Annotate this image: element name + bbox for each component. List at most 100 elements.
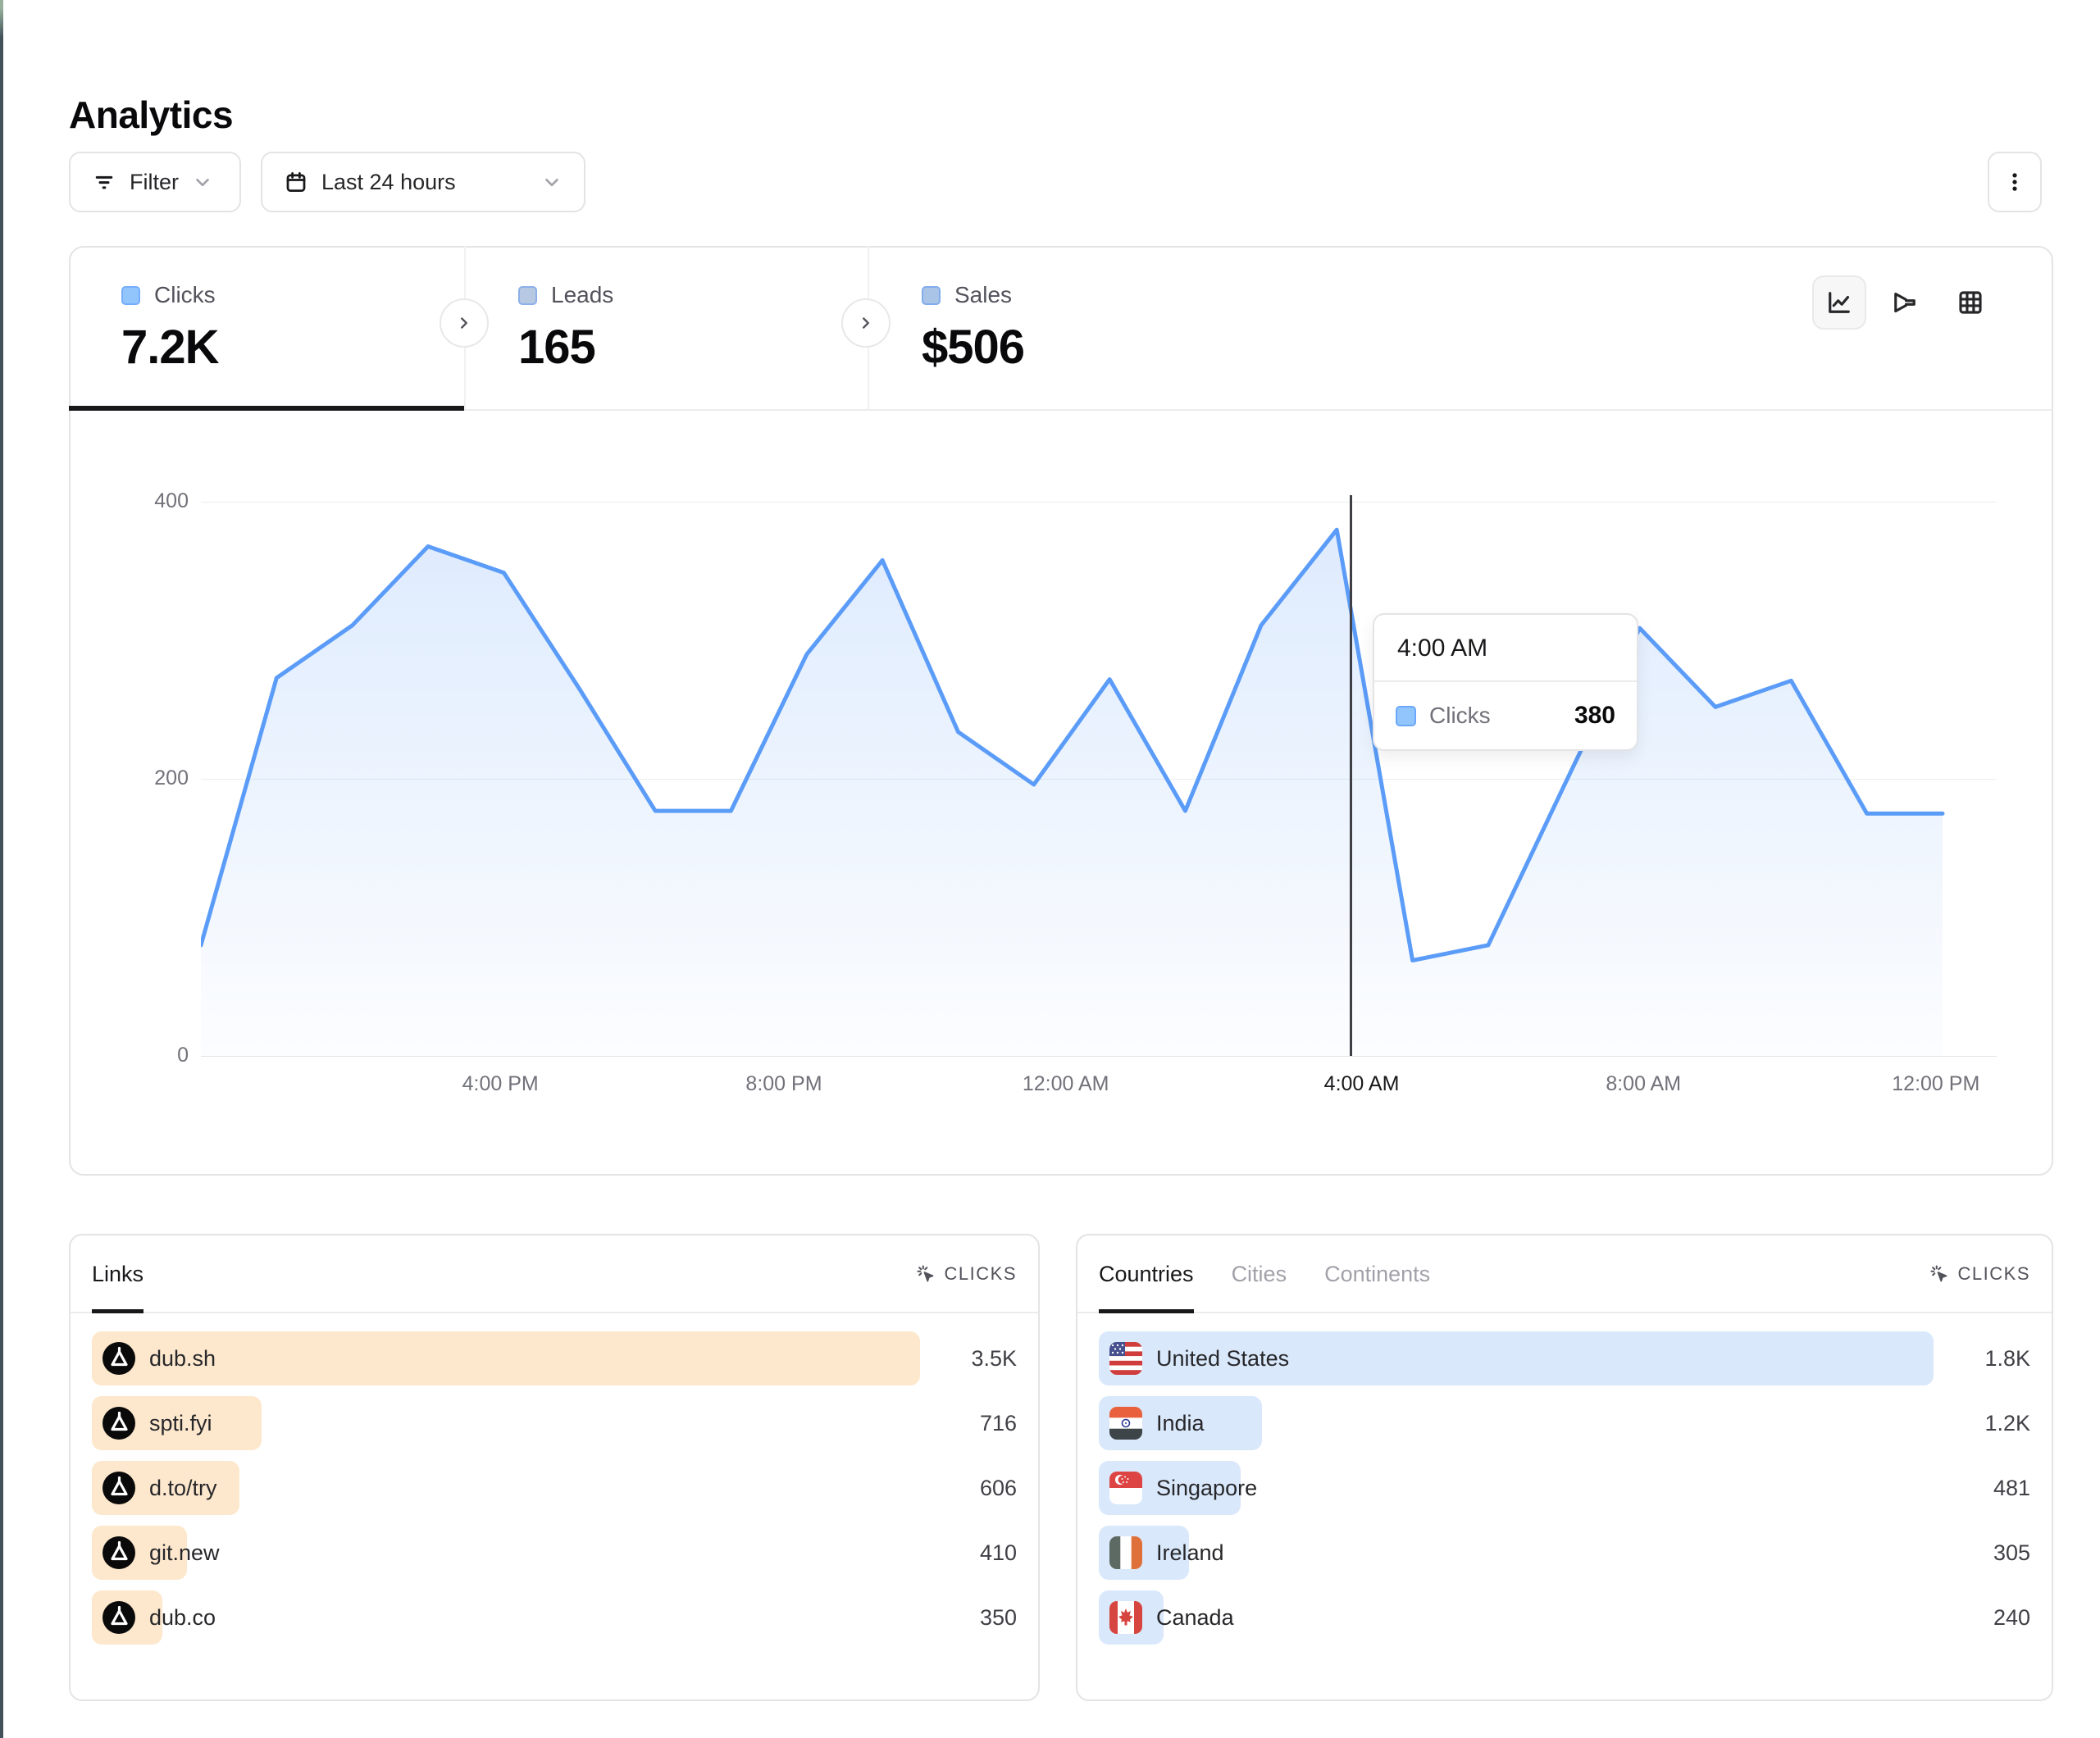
bar-row-india[interactable]: India 1.2K [1099,1396,2030,1450]
line-chart-view-button[interactable] [1812,275,1866,330]
x-tick-12-00-am: 12:00 AM [1022,1072,1109,1095]
stat-tab-sales[interactable]: Sales $506 [869,246,2053,410]
row-label: Singapore [1156,1475,1258,1500]
left-edge-strip [0,0,3,1738]
date-range-label: Last 24 hours [321,169,456,194]
y-tick-200: 200 [154,767,189,789]
bar-row-singapore[interactable]: Singapore 481 [1099,1461,2030,1515]
clicks-swatch [121,285,140,305]
links-panel-header: Links CLICKS [71,1235,1038,1313]
flag-ie-icon [1109,1536,1142,1569]
chart-view-switcher [1812,275,1998,330]
bar-row-canada[interactable]: Canada 240 [1099,1590,2030,1645]
x-tick-8-00-pm: 8:00 PM [745,1072,822,1095]
filter-icon [92,170,116,194]
row-value: 716 [979,1410,1017,1435]
dub-favicon [102,1536,135,1569]
links-panel: Links CLICKS dub.sh 3.5K [69,1234,1040,1701]
row-label: United States [1156,1345,1290,1371]
row-value: 350 [979,1604,1017,1630]
bar-row-spti-fyi[interactable]: spti.fyi 716 [92,1396,1017,1450]
calendar-icon [284,170,308,194]
tooltip-series-label: Clicks [1429,703,1491,728]
flag-us-icon [1109,1342,1142,1375]
table-view-button[interactable] [1943,275,1998,330]
dub-favicon [102,1472,135,1504]
tab-countries[interactable]: Countries [1099,1235,1194,1313]
bar-row-dub-co[interactable]: dub.co 350 [92,1590,1017,1645]
bar-row-d-to-try[interactable]: d.to/try 606 [92,1461,1017,1515]
row-value: 606 [979,1475,1017,1500]
row-label: d.to/try [149,1475,217,1500]
row-value: 240 [1993,1604,2030,1630]
stat-label: Clicks [154,282,216,307]
geo-panel: Countries Cities Continents CLICKS United … [1076,1234,2053,1701]
bar-fill [1099,1331,1934,1385]
click-cursor-icon [915,1263,936,1285]
geo-metric-label: CLICKS [1957,1263,2030,1284]
row-label: Canada [1156,1604,1234,1630]
dub-favicon [102,1407,135,1440]
flag-ca-icon [1109,1601,1142,1634]
tab-links[interactable]: Links [92,1235,144,1313]
bar-row-git-new[interactable]: git.new 410 [92,1526,1017,1580]
filter-button[interactable]: Filter [69,152,241,212]
x-tick-4-00-am: 4:00 AM [1323,1072,1400,1095]
tooltip-value: 380 [1574,702,1615,729]
leads-to-sales-step-button[interactable] [841,298,891,348]
line-chart-icon [1824,288,1854,317]
x-tick-4-00-pm: 4:00 PM [462,1072,539,1095]
row-value: 410 [979,1540,1017,1565]
stat-value: 7.2K [121,321,220,374]
dub-favicon [102,1601,135,1634]
row-value: 1.8K [1984,1345,2030,1371]
kebab-menu-icon [2002,170,2027,194]
row-label: Ireland [1156,1540,1224,1565]
chevron-down-icon [541,171,563,193]
y-tick-0: 0 [177,1044,189,1067]
clicks-area-chart[interactable] [201,495,1962,1056]
geo-rows: United States 1.8K India 1.2K Singapore [1077,1313,2052,1645]
tab-cities[interactable]: Cities [1231,1262,1287,1286]
x-tick-12-00-pm: 12:00 PM [1892,1072,1980,1095]
active-stat-underline [69,406,464,411]
clicks-to-leads-step-button[interactable] [440,298,489,348]
row-value: 305 [1993,1540,2030,1565]
clicks-series [201,527,1945,1056]
geo-panel-header: Countries Cities Continents CLICKS [1077,1235,2052,1313]
flag-in-icon [1109,1407,1142,1440]
filter-button-label: Filter [130,169,179,194]
bar-row-ireland[interactable]: Ireland 305 [1099,1526,2030,1580]
stat-tab-leads[interactable]: Leads 165 [466,246,868,410]
stat-label: Leads [551,282,614,307]
row-label: dub.co [149,1604,216,1630]
row-value: 1.2K [1984,1410,2030,1435]
leads-swatch [518,285,537,305]
bar-row-united-states[interactable]: United States 1.8K [1099,1331,2030,1385]
stat-tab-clicks[interactable]: Clicks 7.2K [69,246,464,410]
funnel-view-button[interactable] [1878,275,1932,330]
flag-sg-icon [1109,1472,1142,1504]
clicks-series-swatch [1396,705,1416,726]
row-value: 3.5K [971,1345,1017,1371]
links-rows: dub.sh 3.5K spti.fyi 716 [71,1313,1038,1645]
table-grid-icon [1956,288,1985,317]
more-options-button[interactable] [1988,152,2042,212]
geo-metric-header[interactable]: CLICKS [1929,1263,2030,1285]
links-metric-label: CLICKS [944,1263,1017,1284]
tooltip-time: 4:00 AM [1374,615,1637,682]
stats-tabs-row: Clicks 7.2K Leads 165 Sales $506 [69,246,2053,410]
row-label: dub.sh [149,1345,216,1371]
chart-hover-line [1350,495,1352,1056]
chart-tooltip: 4:00 AM Clicks 380 [1373,613,1638,751]
date-range-button[interactable]: Last 24 hours [261,152,585,212]
row-label: spti.fyi [149,1410,212,1435]
links-metric-header[interactable]: CLICKS [915,1263,1017,1285]
bar-row-dub-sh[interactable]: dub.sh 3.5K [92,1331,1017,1385]
row-label: git.new [149,1540,220,1565]
stat-value: $506 [922,321,1025,374]
funnel-chart-icon [1890,288,1920,317]
stats-divider [70,409,2052,411]
tab-continents[interactable]: Continents [1324,1262,1431,1286]
